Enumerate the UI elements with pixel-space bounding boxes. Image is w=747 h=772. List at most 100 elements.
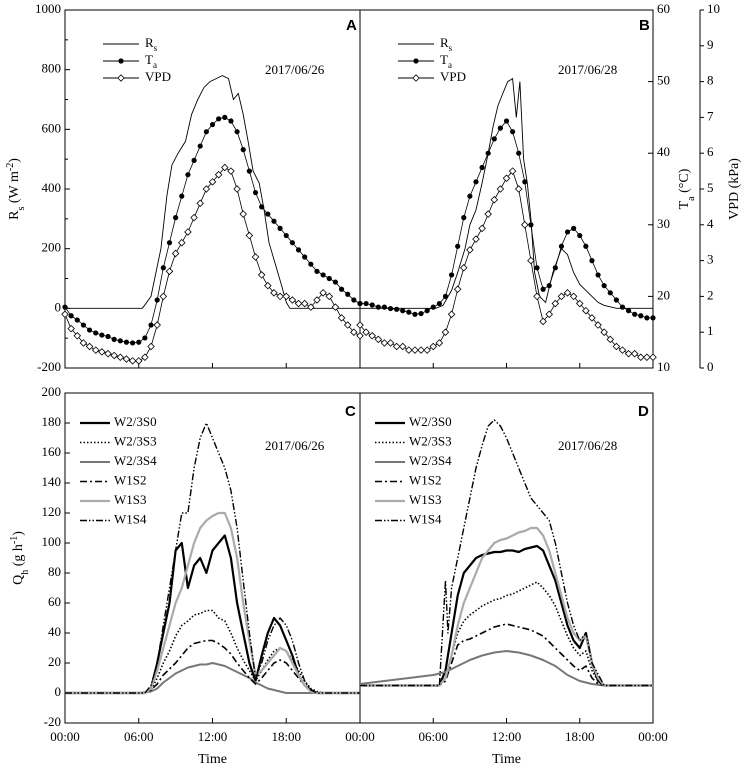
- legend-label-vpd: VPD: [145, 69, 171, 84]
- vpd-point: [288, 296, 297, 304]
- vpd-point: [435, 339, 444, 347]
- vpd-point: [61, 310, 69, 319]
- vpd-point: [649, 353, 657, 362]
- x-tick-label: 00:00: [345, 729, 375, 744]
- ta-point: [277, 225, 283, 231]
- vpd-point: [128, 357, 137, 365]
- ta-point: [406, 309, 412, 315]
- vpd-point: [502, 174, 511, 183]
- y-tick-label-right-vpd: 0: [707, 359, 714, 374]
- vpd-point: [307, 303, 315, 311]
- legend-label-w2-3s3: W2/3S3: [114, 433, 157, 448]
- vpd-point: [630, 349, 639, 358]
- ta-point: [86, 327, 93, 333]
- ta-point: [442, 293, 449, 299]
- vpd-point: [362, 328, 370, 336]
- ta-point: [111, 336, 117, 342]
- series-line-w2-3s0: [65, 534, 360, 695]
- y-tick-label-bottom: 120: [42, 504, 62, 519]
- ta-point: [357, 300, 363, 307]
- series-line-w1s3: [360, 526, 653, 687]
- series-line-w2-3s3: [360, 581, 653, 687]
- ta-point: [332, 279, 339, 285]
- y-tick-label-bottom: 40: [48, 624, 61, 639]
- ta-point: [607, 290, 613, 296]
- vpd-point: [429, 342, 438, 351]
- y-tick-label-bottom: 160: [42, 444, 62, 459]
- bottom-frame: [64, 392, 654, 724]
- vpd-point: [484, 210, 492, 218]
- y-tick-label-right-vpd: 9: [707, 37, 714, 52]
- ta-point: [375, 304, 381, 310]
- vpd-point: [356, 332, 364, 340]
- vpd-point: [245, 231, 254, 240]
- ta-point: [191, 157, 197, 163]
- vpd-point: [392, 342, 401, 351]
- series-line-w2-3s0: [360, 544, 653, 687]
- x-axis-label-c: Time: [198, 752, 227, 767]
- y-tick-label-right-ta: 20: [657, 287, 670, 302]
- x-tick-label: 00:00: [50, 729, 80, 744]
- legend-marker-ta: [118, 58, 124, 64]
- ta-point: [160, 265, 166, 271]
- y-tick-label-right-vpd: 6: [707, 144, 714, 159]
- series-line-w1s3: [65, 511, 360, 695]
- vpd-point: [508, 167, 517, 175]
- y-tick-label-left: 200: [42, 240, 62, 255]
- vpd-point: [368, 332, 376, 340]
- series-line-w1s4: [360, 419, 653, 687]
- vpd-point: [325, 292, 334, 301]
- y-tick-label-bottom: 140: [42, 474, 62, 489]
- vpd-point: [551, 299, 560, 308]
- ta-point: [387, 305, 394, 312]
- y-tick-label-right-ta: 40: [657, 144, 670, 159]
- y-axis-label-qh: Qh (g h-1): [9, 531, 31, 585]
- ta-point: [558, 243, 565, 249]
- ta-point: [271, 218, 277, 224]
- vpd-point: [337, 314, 346, 322]
- date-label: 2017/06/28: [558, 438, 617, 453]
- ta-point: [240, 147, 246, 153]
- ta-point: [369, 302, 375, 308]
- series-line-vpd: [64, 166, 361, 362]
- vpd-point: [398, 342, 407, 351]
- legend-marker-vpd: [117, 74, 125, 82]
- y-tick-label-bottom: 200: [42, 384, 62, 399]
- legend-label-rs: Rs: [145, 35, 158, 53]
- y-tick-label-right-ta: 30: [657, 216, 670, 231]
- vpd-point: [386, 339, 395, 347]
- legend-label-ta: Ta: [440, 52, 452, 70]
- ta-point: [497, 125, 503, 131]
- ta-point: [479, 164, 485, 171]
- vpd-point: [294, 299, 303, 308]
- vpd-point: [85, 342, 94, 351]
- ta-point: [308, 261, 314, 267]
- vpd-point: [460, 263, 468, 272]
- vpd-point: [134, 357, 143, 365]
- panel-label-b: B: [639, 17, 650, 34]
- ta-point: [117, 338, 123, 344]
- vpd-point: [557, 292, 566, 301]
- vpd-point: [196, 199, 204, 208]
- ta-point: [632, 311, 638, 317]
- legend-label-vpd: VPD: [440, 69, 466, 84]
- ta-point: [613, 297, 619, 303]
- vpd-point: [478, 224, 486, 233]
- vpd-point: [147, 342, 155, 351]
- vpd-point: [490, 195, 499, 204]
- series-line-ta: [64, 116, 361, 344]
- vpd-point: [350, 328, 358, 336]
- series-line-w2-3s4: [65, 662, 360, 694]
- y-tick-label-right-vpd: 7: [707, 108, 714, 123]
- vpd-point: [533, 292, 541, 301]
- vpd-point: [637, 353, 645, 362]
- ta-point: [216, 116, 222, 122]
- ta-point: [93, 330, 99, 336]
- vpd-point: [343, 321, 352, 329]
- series-line-w1s2: [65, 639, 360, 694]
- y-tick-label-right-vpd: 8: [707, 73, 714, 88]
- vpd-point: [618, 346, 627, 354]
- vpd-point: [251, 253, 260, 261]
- y-tick-label-bottom: 60: [48, 594, 61, 609]
- y-tick-label-left: 400: [42, 180, 62, 195]
